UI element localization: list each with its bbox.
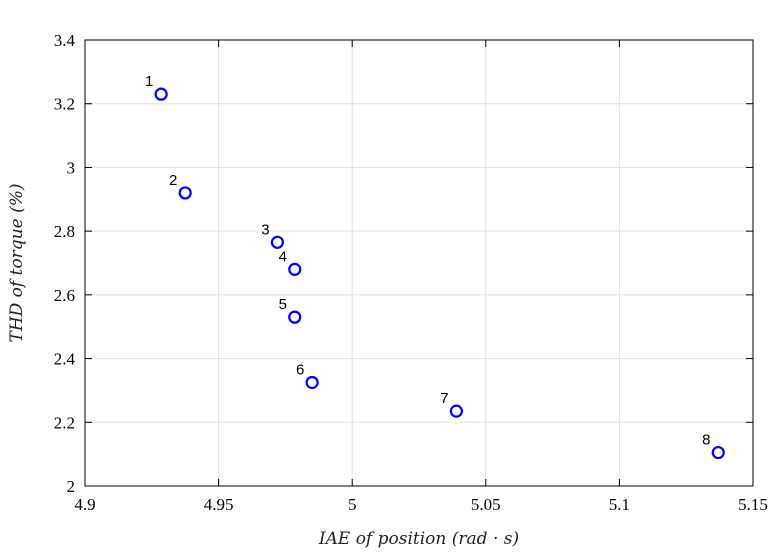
data-point-label: 2 [169, 172, 177, 189]
y-tick-label: 3.4 [54, 31, 76, 50]
x-tick-label: 5.1 [609, 495, 630, 514]
y-tick-label: 2.2 [54, 413, 75, 432]
data-point-label: 4 [279, 248, 287, 265]
data-point-label: 6 [296, 361, 304, 378]
y-tick-label: 3.2 [54, 95, 75, 114]
x-tick-label: 5.15 [738, 495, 768, 514]
x-tick-label: 5 [348, 495, 357, 514]
y-axis-title: THD of torque (%) [7, 183, 27, 342]
x-tick-label: 4.95 [204, 495, 234, 514]
y-tick-label: 2.8 [54, 222, 75, 241]
y-tick-label: 2.6 [54, 286, 75, 305]
data-point-label: 5 [279, 296, 287, 313]
y-tick-label: 2.4 [54, 350, 76, 369]
data-point-label: 3 [261, 221, 269, 238]
axis-ticks [84, 39, 754, 487]
x-tick-label: 5.05 [471, 495, 501, 514]
plot-frame [84, 39, 754, 487]
y-tick-label: 2 [67, 477, 76, 496]
data-point-marker [305, 375, 319, 390]
data-point-label: 8 [702, 432, 710, 449]
tick-labels: 4.9 4.95 5 5.05 5.1 5.15 2 2.2 2.4 2.6 2.8 3 3.2 3.4 [54, 31, 768, 514]
data-point-marker [449, 404, 464, 418]
data-point-marker [178, 186, 192, 200]
data-points: 1 2 34 5 6 7 8 [145, 73, 725, 460]
data-point-marker [154, 87, 168, 101]
y-tick-label: 3 [67, 158, 76, 177]
data-point-marker [288, 310, 302, 324]
x-tick-label: 4.9 [74, 495, 95, 514]
data-point-marker [270, 235, 284, 249]
data-point-marker [288, 262, 302, 276]
data-point-label: 1 [145, 73, 153, 90]
data-point-label: 7 [440, 390, 448, 407]
data-point-marker [711, 445, 725, 460]
grid-lines [84, 39, 754, 487]
x-axis-title: IAE of position (rad · s) [318, 529, 519, 549]
